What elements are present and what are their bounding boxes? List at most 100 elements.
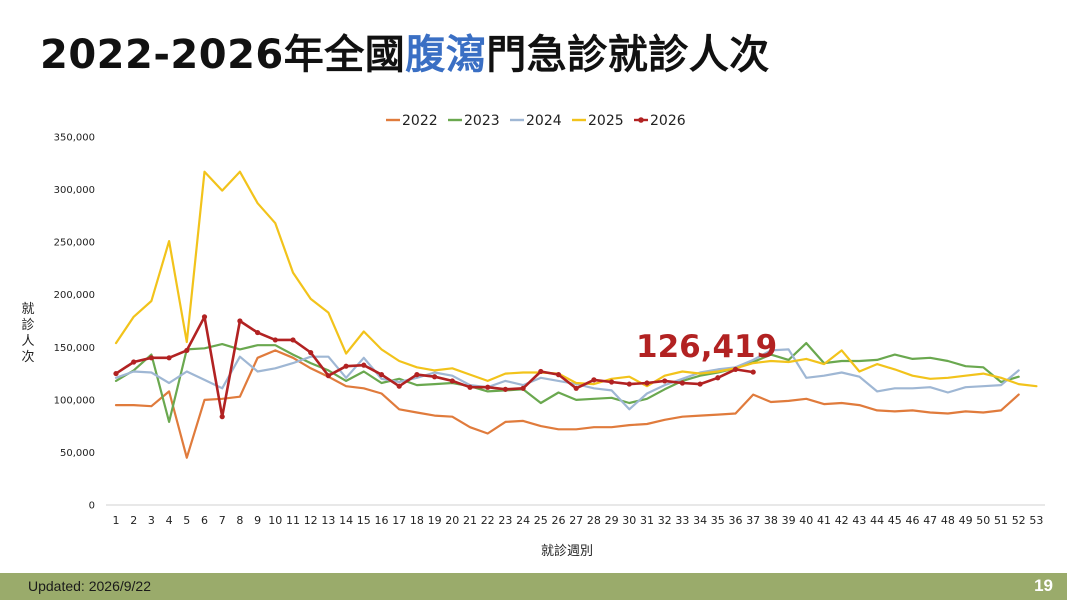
x-tick-label: 50 [976, 514, 990, 527]
series-line-2025 [114, 170, 1038, 388]
x-tick-label: 38 [764, 514, 778, 527]
x-tick-label: 11 [286, 514, 300, 527]
x-tick-label: 40 [799, 514, 813, 527]
data-point-2026 [679, 380, 686, 386]
x-tick-label: 10 [268, 514, 282, 527]
data-point-2026 [361, 362, 367, 368]
x-tick-label: 43 [852, 514, 866, 527]
data-point-2026 [201, 314, 208, 320]
x-tick-label: 16 [375, 514, 389, 527]
data-point-2026 [715, 375, 721, 381]
data-point-2026 [609, 379, 615, 385]
data-point-2026 [272, 337, 278, 343]
data-point-2026 [555, 372, 562, 378]
x-tick-label: 28 [587, 514, 601, 527]
x-tick-label: 24 [516, 514, 530, 527]
x-tick-label: 14 [339, 514, 353, 527]
x-tick-label: 20 [445, 514, 459, 527]
data-point-2026 [467, 384, 473, 390]
y-tick-label: 300,000 [54, 185, 95, 196]
title-suffix: 門急診就診人次 [486, 32, 770, 78]
legend-label-2022: 2022 [402, 113, 438, 129]
data-point-2026 [290, 337, 296, 343]
series-line-2022 [114, 349, 1020, 459]
legend-label-2024: 2024 [526, 113, 562, 129]
data-point-2026 [343, 363, 349, 369]
x-tick-label: 45 [888, 514, 902, 527]
x-axis-title: 就診週別 [541, 543, 593, 559]
y-tick-label: 0 [89, 501, 95, 512]
x-tick-label: 9 [254, 514, 261, 527]
x-tick-label: 31 [640, 514, 654, 527]
y-tick-label: 250,000 [54, 238, 95, 249]
x-tick-label: 23 [498, 514, 512, 527]
data-point-2026 [732, 366, 739, 372]
data-point-2026 [750, 369, 756, 375]
data-point-2026 [378, 372, 385, 378]
legend-label-2026: 2026 [650, 113, 686, 129]
x-tick-label: 8 [236, 514, 243, 527]
y-tick-label: 200,000 [54, 290, 95, 301]
data-point-2026 [308, 349, 314, 356]
data-point-2026 [538, 368, 544, 375]
x-tick-label: 27 [569, 514, 583, 527]
y-axis-title-char: 次 [21, 349, 34, 365]
x-tick-label: 13 [321, 514, 335, 527]
x-tick-label: 33 [675, 514, 689, 527]
x-tick-label: 26 [552, 514, 566, 527]
x-tick-label: 34 [693, 514, 707, 527]
y-axis-title-char: 診 [21, 317, 34, 333]
x-tick-label: 51 [994, 514, 1008, 527]
data-point-2026 [414, 372, 420, 378]
x-tick-label: 35 [711, 514, 725, 527]
data-point-2026 [432, 374, 438, 380]
title-prefix: 2022-2026年全國 [40, 32, 406, 78]
updated-date: Updated: 2026/9/22 [28, 578, 151, 594]
line-chart: 0 50,000 100,000 150,000 200,000 250,000 300,0… [21, 113, 1045, 559]
x-tick-label: 36 [729, 514, 743, 527]
data-point-2026 [502, 386, 508, 392]
latest-value-callout: 126,419 [636, 329, 777, 365]
x-tick-label: 53 [1029, 514, 1043, 527]
x-tick-label: 21 [463, 514, 477, 527]
data-point-2026 [573, 385, 579, 391]
x-tick-label: 39 [782, 514, 796, 527]
x-tick-label: 22 [481, 514, 495, 527]
data-point-2026 [184, 347, 190, 354]
x-tick-label: 37 [746, 514, 760, 527]
x-tick-label: 25 [534, 514, 548, 527]
legend-marker-2026 [638, 117, 644, 123]
x-tick-label: 1 [113, 514, 120, 527]
x-tick-label: 30 [622, 514, 636, 527]
data-point-2026 [219, 414, 225, 420]
data-point-2026 [626, 381, 632, 387]
data-point-2026 [237, 318, 243, 324]
x-tick-label: 42 [835, 514, 849, 527]
x-tick-label: 6 [201, 514, 208, 527]
data-point-2026 [113, 370, 119, 377]
x-tick-label: 7 [219, 514, 226, 527]
data-point-2026 [325, 373, 331, 379]
legend-label-2025: 2025 [588, 113, 624, 129]
data-point-2026 [662, 378, 668, 384]
data-point-2026 [255, 329, 261, 336]
x-tick-label: 41 [817, 514, 831, 527]
y-axis-title-char: 就 [21, 302, 34, 317]
data-point-2026 [644, 380, 650, 386]
x-tick-label: 12 [304, 514, 318, 527]
x-tick-label: 17 [392, 514, 406, 527]
data-point-2026 [131, 359, 137, 365]
x-tick-label: 19 [428, 514, 442, 527]
x-tick-label: 44 [870, 514, 884, 527]
data-point-2026 [697, 381, 703, 387]
y-tick-label: 350,000 [54, 133, 95, 144]
data-point-2026 [449, 378, 455, 384]
y-tick-label: 150,000 [54, 343, 95, 354]
x-tick-label: 18 [410, 514, 424, 527]
x-tick-label: 15 [357, 514, 371, 527]
x-tick-label: 2 [130, 514, 137, 527]
data-point-2026 [148, 355, 154, 361]
x-tick-label: 46 [906, 514, 920, 527]
x-tick-label: 4 [166, 514, 173, 527]
page-title: 2022-2026年全國腹瀉門急診就診人次 [40, 22, 770, 80]
